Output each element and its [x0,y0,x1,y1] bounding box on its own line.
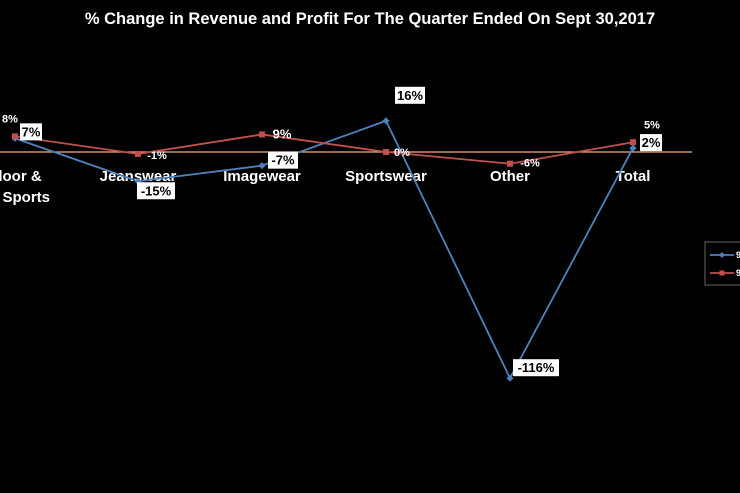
x-tick-label: tdoor &on Sports [0,168,50,206]
data-label-box [20,123,42,141]
data-label: 9% [273,126,292,141]
x-tick-label: Jeanswear [100,168,177,185]
data-label: 2% [642,135,661,150]
legend-label: 9 [736,250,740,260]
series-point [135,150,141,157]
data-label: 7% [22,124,41,139]
x-tick-label: Imagewear [223,168,301,185]
data-label: 16% [397,88,423,103]
legend-box [704,241,740,286]
x-tick-label: Other [490,168,530,185]
data-label-box [268,151,298,169]
data-label-box [137,182,175,200]
data-label: -116% [518,360,555,375]
data-label: -7% [271,153,295,168]
x-tick-label: Total [616,168,651,185]
data-label-box [395,86,425,104]
series-point [629,144,637,152]
data-label: -15% [141,183,172,198]
series-point [506,374,514,382]
legend-marker [719,252,725,258]
data-label: 0% [394,147,410,159]
chart-title: % Change in Revenue and Profit For The Q… [84,10,656,28]
series-line [14,119,634,381]
legend-marker [719,270,725,276]
series-point [383,149,389,155]
data-label-box [513,359,559,377]
series-point [382,117,390,125]
series-point [507,160,513,167]
data-label: 8% [2,113,18,125]
series-point [258,162,266,170]
data-label: 5% [644,119,660,131]
legend-label: 9 [736,268,740,278]
series-line [14,133,634,165]
series-point [259,131,265,138]
series-point [630,139,636,146]
x-tick-label: Sportswear [345,168,427,185]
data-label: -1% [147,150,167,162]
series-point [12,133,18,140]
data-label-box [640,134,662,152]
data-label: -6% [520,158,540,170]
